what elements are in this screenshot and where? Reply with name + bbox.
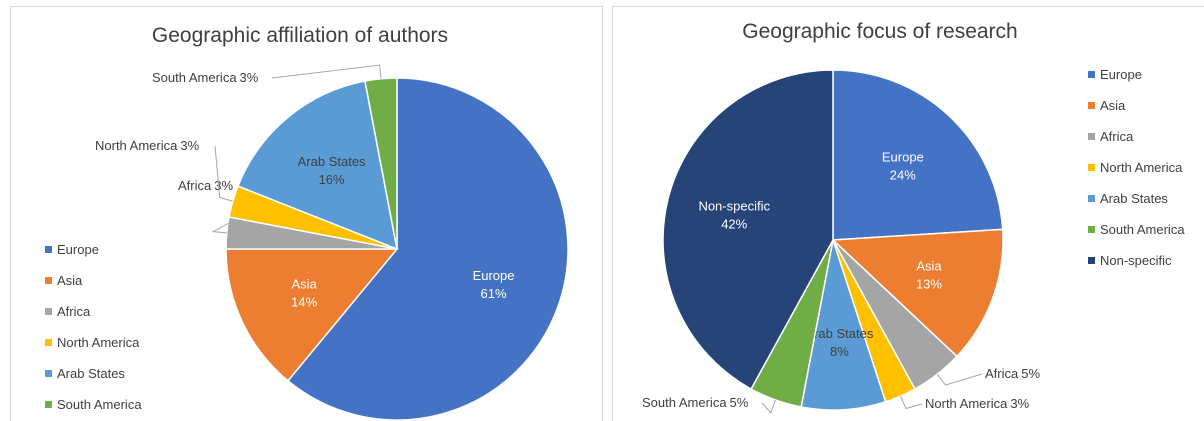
chart-title: Geographic affiliation of authors — [152, 24, 448, 47]
legend-swatch — [1088, 71, 1095, 78]
legend-label: Africa — [1100, 129, 1134, 144]
legend-swatch — [1088, 195, 1095, 202]
data-label: Arab States 8% — [805, 326, 873, 359]
legend-swatch — [1088, 133, 1095, 140]
legend-swatch — [1088, 102, 1095, 109]
chart-title: Geographic focus of research — [742, 20, 1017, 43]
value-label: 42% — [721, 217, 747, 232]
category-label: Arab States — [805, 326, 873, 341]
legend-swatch — [45, 339, 52, 346]
legend-label: North America — [57, 335, 140, 350]
legend-label: Asia — [57, 273, 83, 288]
legend-swatch — [45, 401, 52, 408]
category-label: Arab States — [298, 154, 366, 169]
category-label: Africa — [985, 366, 1019, 381]
value-label: 3% — [240, 70, 259, 85]
data-label: Non-specific 42% — [698, 199, 770, 232]
leader-line — [936, 373, 983, 386]
legend-label: Arab States — [57, 366, 125, 381]
data-label: South America 3% — [152, 70, 259, 85]
legend-label: Europe — [1100, 67, 1142, 82]
category-label: South America — [152, 70, 237, 85]
data-label: South America 5% — [642, 395, 749, 410]
pie-slice — [831, 228, 1004, 358]
value-label: 5% — [1021, 366, 1040, 381]
value-label: 3% — [180, 138, 199, 153]
value-label: 24% — [890, 168, 916, 183]
legend-label: Africa — [57, 304, 91, 319]
pie-slice — [364, 77, 398, 250]
data-label: Europe 61% — [473, 268, 515, 301]
value-label: 5% — [730, 395, 749, 410]
pie-slice — [832, 69, 1004, 241]
value-label: 3% — [1010, 396, 1029, 411]
leader-line — [271, 64, 382, 79]
legend-swatch — [45, 246, 52, 253]
legend-label: South America — [57, 397, 142, 412]
legend-swatch — [1088, 226, 1095, 233]
legend-swatch — [45, 277, 52, 284]
category-label: Asia — [916, 259, 942, 274]
panel — [10, 6, 603, 421]
pie-slice — [662, 69, 834, 390]
pie-slice — [286, 77, 569, 421]
legend-label: Asia — [1100, 98, 1126, 113]
panel — [612, 6, 1204, 421]
pie-slice — [225, 248, 399, 382]
category-label: Asia — [292, 277, 318, 292]
category-label: South America — [642, 395, 727, 410]
legend-swatch — [1088, 257, 1095, 264]
category-label: North America — [925, 396, 1008, 411]
data-label: Europe 24% — [882, 150, 924, 183]
leader-line — [761, 399, 776, 414]
data-label: North America 3% — [95, 138, 200, 153]
leader-line — [214, 145, 233, 202]
value-label: 3% — [214, 178, 233, 193]
value-label: 13% — [916, 277, 942, 292]
legend-label: North America — [1100, 160, 1183, 175]
category-label: Europe — [473, 268, 515, 283]
value-label: 16% — [319, 172, 345, 187]
value-label: 61% — [481, 286, 507, 301]
data-label: Asia 13% — [916, 259, 942, 292]
legend-label: Arab States — [1100, 191, 1168, 206]
data-label: Africa 5% — [985, 366, 1040, 381]
category-label: Europe — [882, 150, 924, 165]
legend-swatch — [45, 370, 52, 377]
category-label: North America — [95, 138, 178, 153]
leader-line — [900, 395, 923, 410]
data-label: North America 3% — [925, 396, 1030, 411]
legend-label: Europe — [57, 242, 99, 257]
legend-label: South America — [1100, 222, 1185, 237]
category-label: Non-specific — [698, 199, 770, 214]
category-label: Africa — [178, 178, 212, 193]
value-label: 14% — [291, 295, 317, 310]
data-label: Arab States 16% — [298, 154, 366, 187]
data-label: Africa 3% — [178, 178, 233, 193]
data-label: Asia 14% — [291, 277, 317, 310]
value-label: 8% — [830, 344, 849, 359]
legend-label: Non-specific — [1100, 253, 1172, 268]
legend-swatch — [1088, 164, 1095, 171]
legend-swatch — [45, 308, 52, 315]
pie-slice — [237, 80, 398, 251]
